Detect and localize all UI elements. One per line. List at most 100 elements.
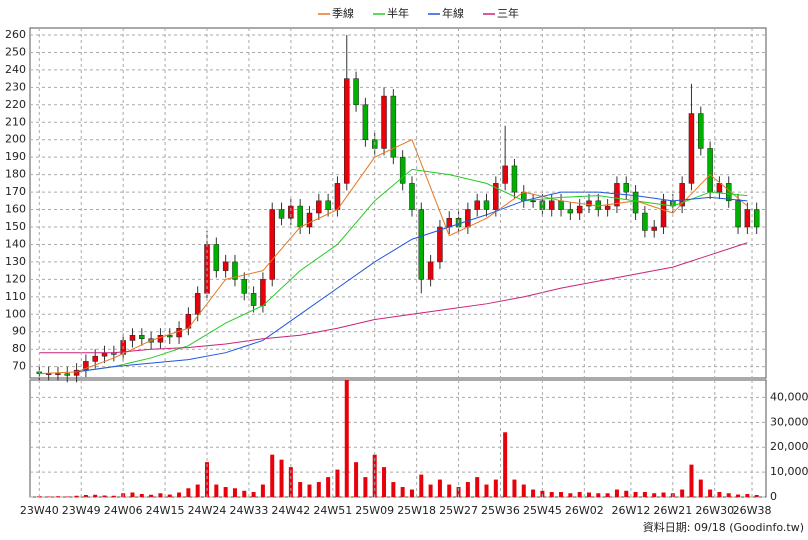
candle-body [334, 183, 341, 210]
volume-bar [465, 482, 470, 497]
y-tick-label: 110 [5, 290, 26, 303]
y-tick-label: 250 [5, 45, 26, 58]
volume-bar [102, 495, 107, 497]
candle-body [418, 209, 425, 280]
volume-bar [596, 493, 601, 497]
volume-bar [586, 492, 591, 497]
y2-tick-label: 20,000 [770, 440, 808, 453]
candle-body [735, 200, 741, 228]
x-tick-label: 25W27 [439, 504, 478, 517]
y2-tick-label: 30,000 [770, 415, 808, 428]
y-tick-label: 190 [5, 150, 26, 163]
candle-body [483, 200, 490, 210]
ma-line [39, 242, 748, 354]
candle-body [390, 95, 397, 158]
candle-body [642, 212, 648, 231]
candle-body [101, 352, 108, 357]
volume-bar [540, 490, 545, 497]
y-tick-label: 130 [5, 255, 26, 268]
candle-body [446, 218, 452, 228]
x-tick-label: 25W18 [397, 504, 436, 517]
volume-bar [484, 484, 489, 497]
candle-body [362, 104, 369, 140]
candle-body [651, 226, 657, 231]
x-tick-label: 26W21 [653, 504, 692, 517]
volume-bar [512, 479, 517, 497]
volume-bar [307, 484, 312, 497]
volume-bar [652, 493, 657, 497]
volume-bar [689, 464, 694, 497]
volume-bar [736, 494, 741, 497]
volume-bar [633, 492, 638, 497]
volume-bar [158, 493, 163, 497]
candle-body [632, 191, 639, 214]
candle-body [73, 369, 80, 376]
volume-bar [214, 484, 219, 497]
candle-body [316, 200, 322, 214]
candle-body [381, 95, 387, 149]
y-tick-label: 180 [5, 168, 26, 181]
candle-body [623, 183, 630, 193]
candle-body [129, 334, 136, 341]
price-panel [29, 27, 767, 379]
candle-body [595, 200, 602, 210]
x-tick-label: 25W09 [355, 504, 394, 517]
candle-body [698, 113, 704, 149]
candle-body [530, 200, 536, 203]
volume-bar [605, 493, 610, 497]
y-tick-label: 160 [5, 203, 26, 216]
candle-body [753, 209, 760, 228]
ma-line [76, 191, 748, 373]
candle-body [278, 209, 285, 219]
legend-label: 三年 [497, 6, 519, 20]
volume-bar [382, 467, 387, 497]
candle-body [660, 200, 667, 228]
volume-bar [74, 495, 79, 497]
y-tick-label: 240 [5, 63, 26, 76]
y-tick-label: 100 [5, 307, 26, 320]
y-tick-label: 140 [5, 237, 26, 250]
volume-bar [83, 495, 88, 497]
volume-bar [363, 477, 368, 497]
volume-bar [428, 484, 433, 497]
volume-bar [55, 496, 60, 497]
candle-body [716, 183, 723, 193]
x-tick-label: 25W36 [481, 504, 520, 517]
candle-body [325, 200, 331, 210]
candle-body [548, 200, 555, 210]
volume-bar [409, 489, 414, 497]
y-tick-label: 120 [5, 272, 26, 285]
volume-bar [642, 492, 647, 497]
volume-bar [456, 487, 461, 497]
ma-line [39, 139, 748, 375]
y-tick-label: 200 [5, 133, 26, 146]
volume-bar [279, 459, 284, 497]
volume-bar [177, 492, 182, 497]
candle-body [707, 148, 713, 193]
candle-body [288, 205, 294, 219]
candle-body [250, 293, 257, 306]
volume-bar [726, 493, 731, 497]
volume-bar [661, 492, 666, 497]
volume-bar [475, 477, 480, 497]
candle-body [511, 165, 518, 193]
candle-body [260, 279, 266, 306]
ma-line [76, 168, 748, 373]
candle-body [744, 209, 751, 228]
x-tick-label: 23W49 [62, 504, 101, 517]
volume-bar [223, 487, 228, 497]
x-tick-label: 25W45 [523, 504, 562, 517]
volume-bar [186, 488, 191, 497]
candle-body [409, 183, 415, 210]
candle-body [213, 244, 220, 271]
volume-bar [419, 474, 424, 497]
volume-bar [745, 494, 750, 497]
volume-bar [205, 462, 210, 497]
y-tick-label: 170 [5, 185, 26, 198]
y-tick-label: 70 [12, 360, 26, 373]
volume-bar [195, 484, 200, 497]
candle-body [679, 183, 685, 207]
volume-bar [680, 489, 685, 497]
volume-bar [400, 487, 405, 497]
